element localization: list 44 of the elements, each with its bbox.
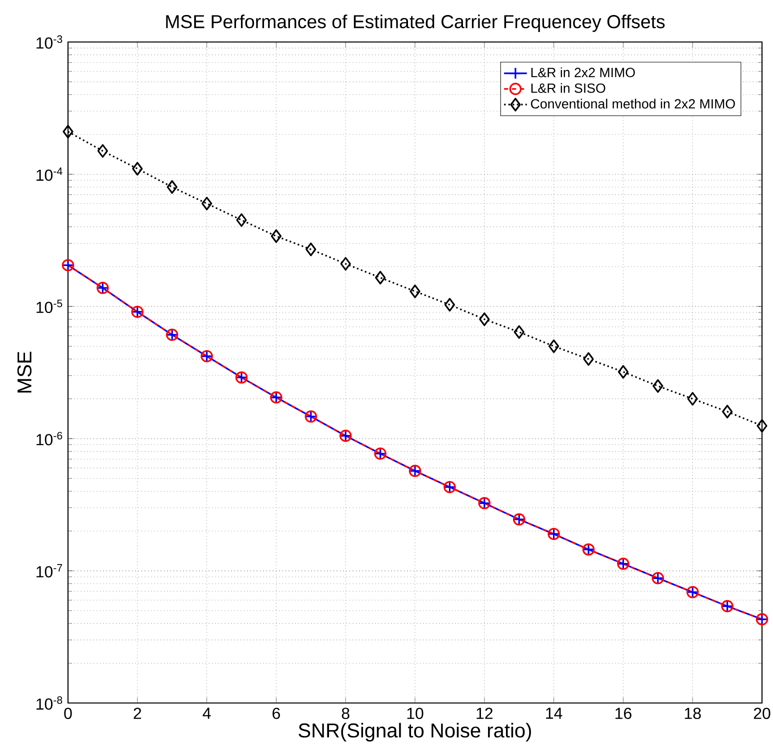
y-tick-label: 10$^{-7}$ xyxy=(36,564,62,578)
x-tick-label: 0 xyxy=(64,708,72,720)
point xyxy=(202,196,212,210)
point xyxy=(618,365,629,379)
x-tick-label: 16 xyxy=(616,708,632,720)
point xyxy=(270,229,282,243)
x-tick-label: 18 xyxy=(684,708,701,720)
y-tick-label: 10$^{-8}$ xyxy=(36,696,62,710)
x-axis-title: SNR(Signal to Noise ratio) xyxy=(298,722,531,742)
point xyxy=(97,144,108,158)
point xyxy=(340,257,351,271)
x-tick-label: 12 xyxy=(476,708,492,719)
point xyxy=(132,162,143,176)
point xyxy=(687,392,698,406)
point xyxy=(410,284,420,298)
point xyxy=(514,325,524,339)
point xyxy=(444,298,456,312)
legend-label: L&R in 2x2 MIMO xyxy=(531,67,635,78)
point xyxy=(479,312,490,326)
point xyxy=(583,352,594,366)
x-tick-label: 14 xyxy=(546,708,562,719)
y-tick-label: 10$^{-5}$ xyxy=(36,300,62,314)
legend-label: Conventional method in 2x2 MIMO xyxy=(530,98,735,109)
point xyxy=(756,419,768,433)
point xyxy=(306,242,316,256)
point xyxy=(548,339,560,354)
x-tick-label: 8 xyxy=(342,708,350,720)
x-tick-label: 10 xyxy=(407,708,424,720)
x-tick-label: 6 xyxy=(272,708,280,720)
x-tick-label: 20 xyxy=(754,708,770,720)
y-tick-label: 10$^{-3}$ xyxy=(36,35,62,49)
point xyxy=(375,270,386,284)
y-tick-label: 10$^{-6}$ xyxy=(36,432,62,446)
y-axis-title: MSE xyxy=(17,352,32,393)
point xyxy=(722,404,733,418)
point xyxy=(166,180,178,194)
legend-label: L&R in SISO xyxy=(531,83,606,93)
x-tick-label: 4 xyxy=(202,708,211,719)
y-tick-label: 10$^{-4}$ xyxy=(36,168,62,181)
point xyxy=(652,379,664,393)
x-tick-label: 2 xyxy=(134,708,142,719)
point xyxy=(236,213,247,227)
point xyxy=(62,124,74,138)
chart-title: MSE Performances of Estimated Carrier Frequencey Offsets xyxy=(166,14,665,32)
